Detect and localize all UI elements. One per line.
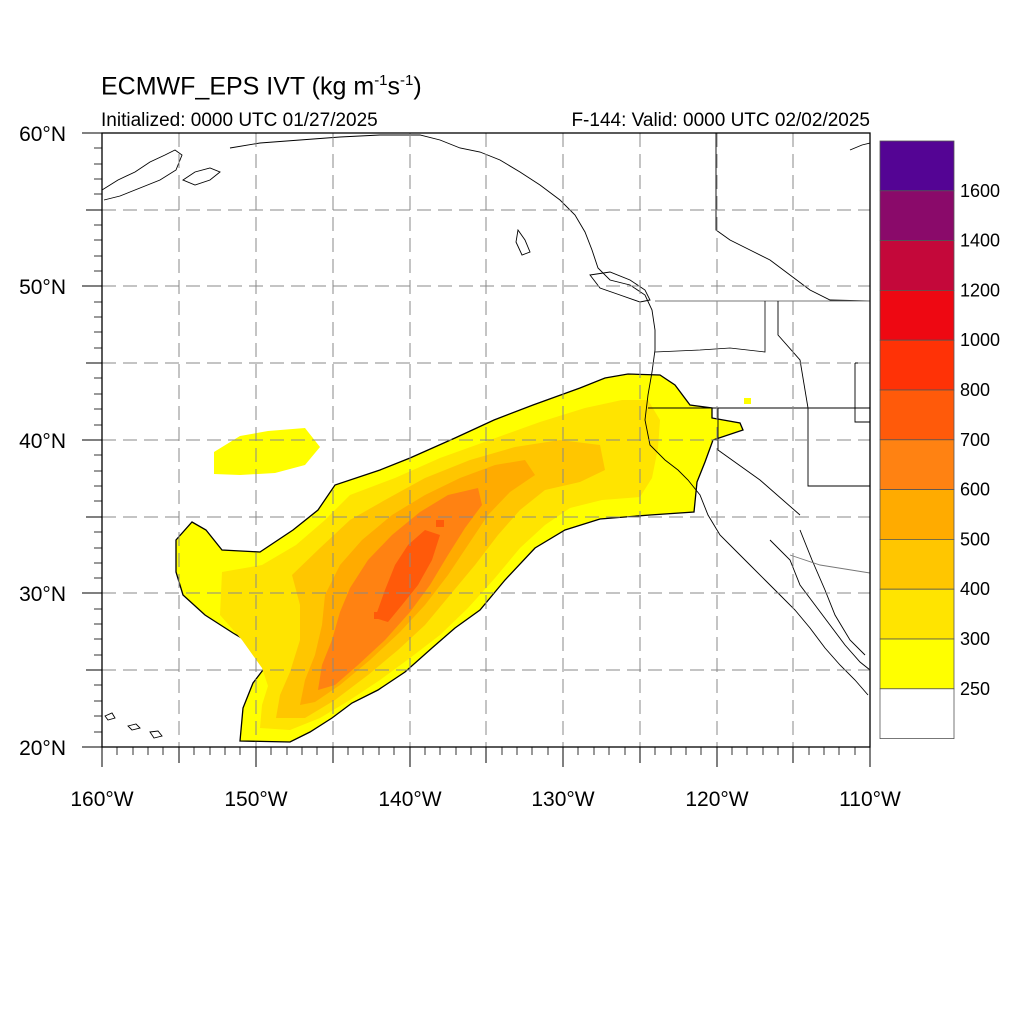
colorbar-swatch — [879, 140, 955, 192]
ivt-contour-250-blob — [214, 428, 320, 475]
lat-label: 50°N — [19, 276, 66, 299]
colorbar-swatch — [879, 688, 955, 739]
init-time-label: Initialized: 0000 UTC 01/27/2025 — [101, 110, 378, 131]
nv-az-border — [807, 408, 870, 487]
lon-label: 160°W — [70, 788, 133, 811]
chart-title: ECMWF_EPS IVT (kg m-1s-1) — [101, 72, 422, 101]
se-alaska-top — [849, 142, 870, 151]
lon-label: 130°W — [531, 788, 594, 811]
colorbar-swatch — [879, 638, 955, 690]
lat-label: 60°N — [19, 123, 66, 146]
haida-gwaii — [515, 228, 531, 256]
colorbar-label: 300 — [960, 629, 990, 649]
lon-labels: 160°W 150°W 140°W 130°W 120°W 110°W — [70, 788, 901, 811]
ivt-field — [175, 373, 751, 743]
lon-label: 150°W — [224, 788, 287, 811]
colorbar-label: 1200 — [960, 280, 1000, 300]
colorbar-label: 600 — [960, 480, 990, 500]
colorbar-label: 250 — [960, 679, 990, 699]
colorbar-swatch — [879, 489, 955, 540]
colorbar-label: 400 — [960, 579, 990, 599]
wa-or-border — [654, 301, 766, 353]
alaska-coast — [102, 149, 183, 201]
colorbar-label: 800 — [960, 380, 990, 400]
political-borders — [648, 133, 870, 574]
alaska-gulf-coast — [229, 134, 869, 696]
axis-minor-ticks — [94, 147, 856, 755]
ca-nv-border — [717, 408, 801, 516]
colorbar-label: 1400 — [960, 231, 1000, 251]
hawaii-islands — [104, 712, 163, 739]
lat-label: 40°N — [19, 430, 66, 453]
lat-labels: 60°N 50°N 40°N 30°N 20°N — [19, 123, 66, 760]
colorbar-swatch — [879, 389, 955, 441]
canada-alaska-border — [715, 133, 870, 302]
colorbar-label: 1600 — [960, 181, 1000, 201]
valid-time-label: F-144: Valid: 0000 UTC 02/02/2025 — [571, 110, 870, 131]
id-border — [777, 301, 809, 409]
colorbar-swatch — [879, 240, 955, 291]
vancouver-island — [589, 271, 651, 303]
colorbar-swatch — [879, 339, 955, 391]
colorbar-swatch — [879, 289, 955, 341]
lat-label: 30°N — [19, 583, 66, 606]
lon-label: 120°W — [685, 788, 748, 811]
colorbar-swatch — [879, 539, 955, 590]
ivt-contour-700 — [375, 530, 440, 622]
colorbar: 1600 1400 1200 1000 800 700 600 500 400 300 250 — [879, 140, 1000, 739]
lon-label: 140°W — [378, 788, 441, 811]
colorbar-label: 700 — [960, 430, 990, 450]
coastlines — [102, 134, 870, 739]
lat-label: 20°N — [19, 737, 66, 760]
mexico-border — [789, 554, 870, 574]
colorbar-swatch — [879, 588, 955, 640]
baja-coast — [769, 539, 870, 671]
colorbar-label: 500 — [960, 529, 990, 549]
colorbar-swatch — [879, 439, 955, 490]
lon-label: 110°W — [839, 788, 901, 811]
island-chain — [182, 167, 221, 186]
mt-wy-border — [854, 362, 870, 423]
axis-ticks — [82, 132, 871, 767]
colorbar-label: 1000 — [960, 330, 1000, 350]
colorbar-swatch — [879, 190, 955, 242]
gulf-california — [799, 529, 866, 656]
lat-lon-grid — [102, 133, 870, 747]
